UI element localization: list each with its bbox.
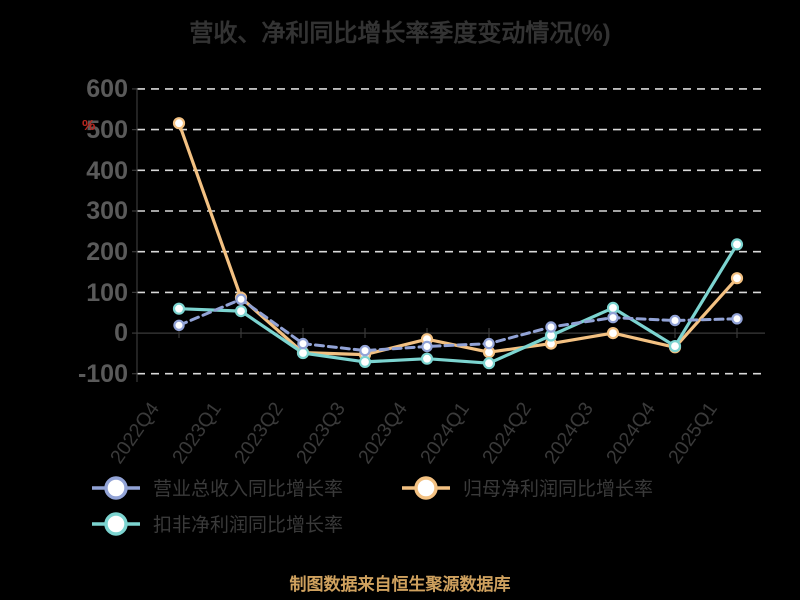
svg-text:2024Q3: 2024Q3: [540, 398, 598, 467]
svg-text:400: 400: [86, 157, 128, 185]
svg-text:100: 100: [86, 279, 128, 307]
svg-text:2024Q1: 2024Q1: [416, 398, 474, 467]
svg-text:2023Q2: 2023Q2: [230, 398, 288, 467]
svg-text:600: 600: [86, 75, 128, 103]
svg-text:300: 300: [86, 197, 128, 225]
svg-text:2025Q1: 2025Q1: [664, 398, 722, 467]
svg-text:2024Q2: 2024Q2: [478, 398, 536, 467]
svg-text:2023Q3: 2023Q3: [292, 398, 350, 467]
svg-text:2024Q4: 2024Q4: [602, 398, 660, 468]
svg-text:扣非净利润同比增长率: 扣非净利润同比增长率: [153, 514, 343, 536]
svg-text:0: 0: [114, 319, 128, 347]
svg-text:归母净利润同比增长率: 归母净利润同比增长率: [463, 478, 653, 500]
svg-text:2022Q4: 2022Q4: [106, 398, 164, 468]
svg-text:200: 200: [86, 238, 128, 266]
svg-text:营业总收入同比增长率: 营业总收入同比增长率: [153, 478, 343, 500]
svg-text:2023Q1: 2023Q1: [168, 398, 226, 467]
svg-text:2023Q4: 2023Q4: [354, 398, 412, 468]
svg-text:-100: -100: [78, 360, 128, 388]
